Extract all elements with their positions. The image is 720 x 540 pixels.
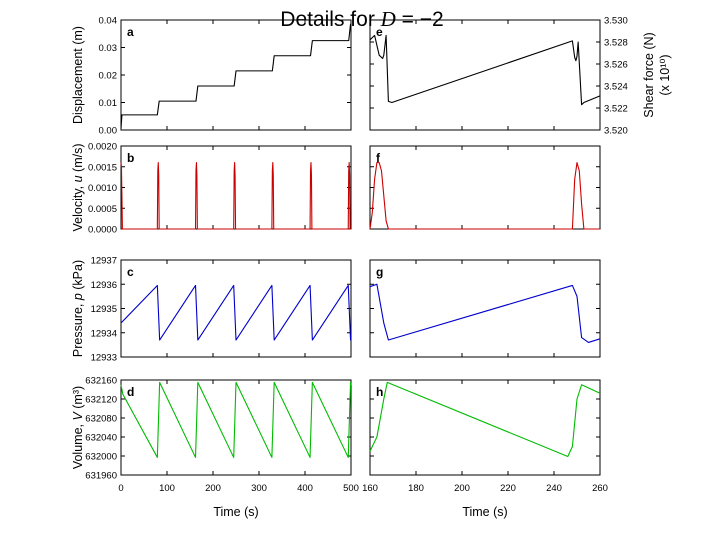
panel-letter: h <box>376 385 383 399</box>
panel-frame <box>369 259 601 358</box>
series-line-b <box>120 162 351 230</box>
panel-frame <box>120 379 352 476</box>
y-tick-label: 3.524 <box>604 82 628 93</box>
panel-g: g <box>369 259 601 358</box>
y-tick-label: 632160 <box>85 376 117 387</box>
figure-title: Details for D = −2 <box>280 7 443 31</box>
y-tick-label: 3.528 <box>604 38 628 49</box>
x-tick-label: 500 <box>343 483 359 494</box>
x-tick-label: 0 <box>118 483 123 494</box>
panel-d: d 631960 632000 632040 632080 632120 632160 0 10… <box>71 376 359 520</box>
y-tick-label: 12936 <box>91 280 117 291</box>
y-tick-label: 0.0010 <box>88 183 117 194</box>
panel-frame <box>120 145 352 230</box>
x-tick-label: 240 <box>546 483 562 494</box>
y-tick-label: 0.0015 <box>88 162 117 173</box>
y-tick-label: 0.0020 <box>88 142 117 153</box>
y-axis-title: Displacement (m) <box>71 26 85 124</box>
x-tick-label: 180 <box>408 483 424 494</box>
y-tick-label: 632000 <box>85 452 117 463</box>
x-tick-label: 160 <box>362 483 378 494</box>
series-line-h <box>369 381 601 458</box>
panel-h: h 160 180 200 220 240 260 Time (s) <box>362 379 608 519</box>
panel-e: e 3.520 3.522 3.524 3.526 3.528 3.530 Shear for… <box>369 16 672 137</box>
panel-frame <box>369 19 601 131</box>
panel-letter: b <box>127 151 134 165</box>
panel-letter: c <box>127 265 134 279</box>
y-tick-label: 3.526 <box>604 60 628 71</box>
panel-grid: a 0.00 0.01 0.02 0.03 0.04 Displacement (m) b 0.… <box>71 16 672 520</box>
y-axis-title: Volume, V (m³) <box>71 386 85 469</box>
panel-letter: g <box>376 265 383 279</box>
y-tick-label: 631960 <box>85 471 117 482</box>
x-tick-label: 200 <box>205 483 221 494</box>
x-tick-label: 400 <box>297 483 313 494</box>
y-tick-label: 3.520 <box>604 126 628 137</box>
y-tick-label: 632040 <box>85 433 117 444</box>
x-tick-label: 100 <box>159 483 175 494</box>
x-tick-label: 260 <box>592 483 608 494</box>
series-line-g <box>369 283 601 344</box>
x-tick-label: 300 <box>251 483 267 494</box>
x-axis-title: Time (s) <box>462 505 507 519</box>
panel-frame <box>120 259 352 358</box>
y-axis-title: Shear force (N) <box>642 32 656 117</box>
y-tick-label: 0.00 <box>99 126 118 137</box>
y-axis-title-multiplier: (x 10¹⁰) <box>658 54 672 95</box>
y-tick-label: 12935 <box>91 304 117 315</box>
panel-frame <box>369 145 601 230</box>
panel-letter: e <box>376 25 383 39</box>
y-tick-label: 3.530 <box>604 16 628 27</box>
panel-frame <box>369 379 601 476</box>
y-tick-label: 0.0000 <box>88 225 117 236</box>
y-tick-label: 12934 <box>91 328 117 339</box>
y-tick-label: 0.04 <box>99 16 118 27</box>
series-line-c <box>120 284 352 341</box>
y-tick-label: 0.03 <box>99 43 118 54</box>
y-tick-label: 0.02 <box>99 71 118 82</box>
series-line-e <box>369 34 601 106</box>
y-axis-title: Pressure, p (kPa) <box>71 260 85 357</box>
panel-letter: a <box>127 25 134 39</box>
y-tick-label: 632080 <box>85 414 117 425</box>
y-tick-label: 12937 <box>91 256 117 267</box>
x-tick-label: 200 <box>454 483 470 494</box>
panel-a: a 0.00 0.01 0.02 0.03 0.04 Displacement (m) <box>71 16 352 137</box>
x-axis-title: Time (s) <box>213 505 258 519</box>
panel-c: c 12933 12934 12935 12936 12937 Pressure, p (k… <box>71 256 352 364</box>
panel-b: b 0.0000 0.0005 0.0010 0.0015 0.0020Velocity,… <box>71 142 352 236</box>
y-tick-label: 0.01 <box>99 98 118 109</box>
y-tick-label: 12933 <box>91 353 117 364</box>
y-tick-label: 632120 <box>85 395 117 406</box>
x-tick-label: 220 <box>500 483 516 494</box>
series-line-d <box>120 381 352 458</box>
panel-letter: d <box>127 385 134 399</box>
y-axis-title: Velocity, u (m/s) <box>71 144 85 232</box>
panel-letter: f <box>376 151 381 165</box>
y-tick-label: 0.0005 <box>88 204 117 215</box>
y-tick-label: 3.522 <box>604 104 628 115</box>
series-line-a <box>120 23 352 129</box>
panel-f: f <box>369 145 601 230</box>
series-line-f <box>369 162 600 230</box>
